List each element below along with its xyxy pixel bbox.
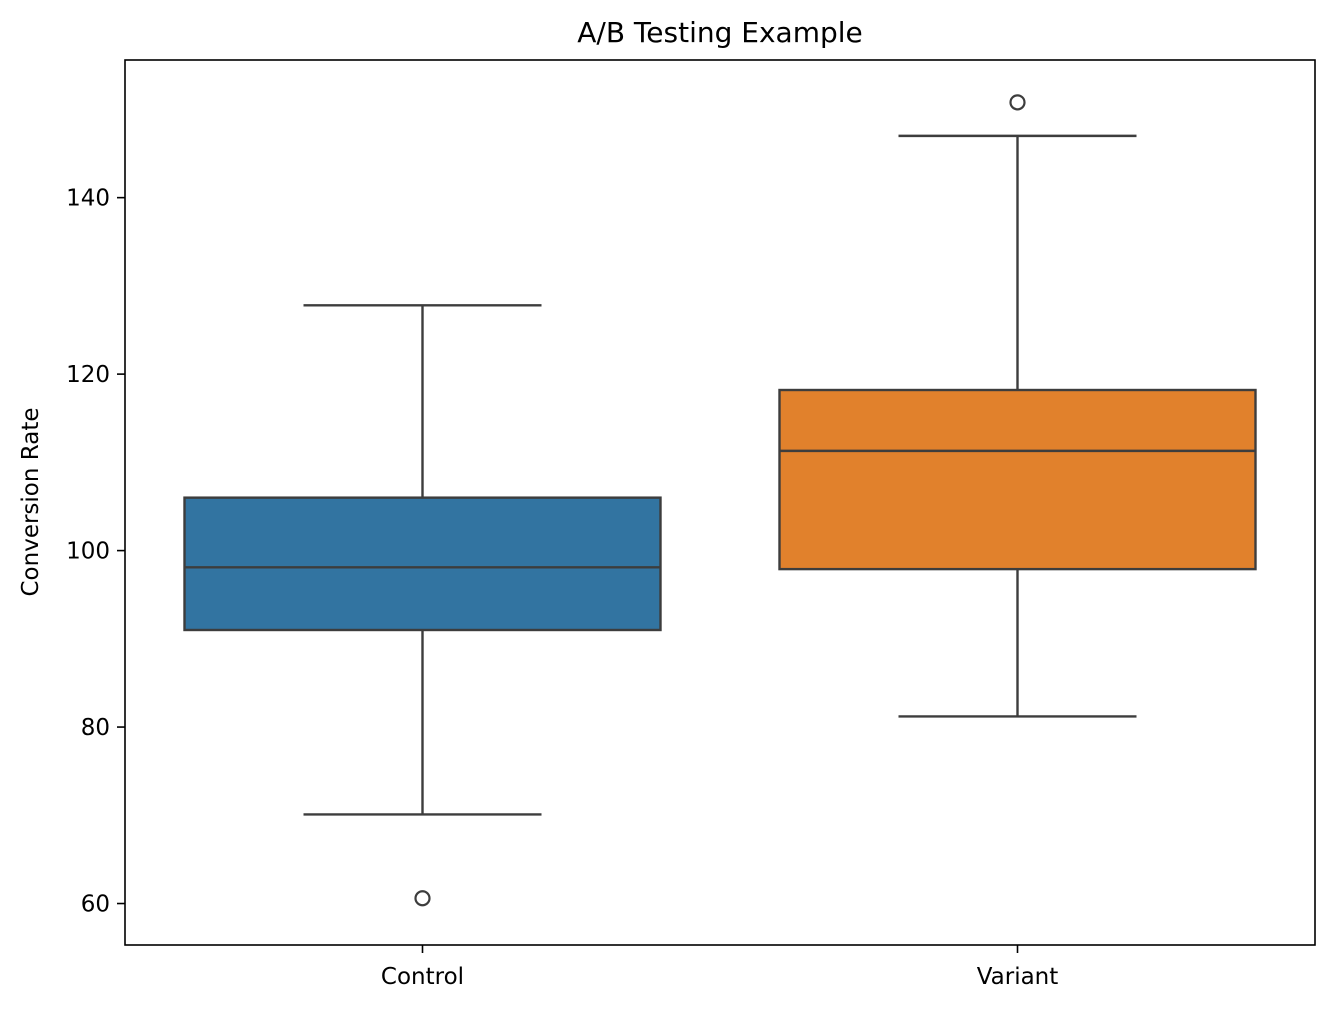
y-tick-label: 140 — [66, 186, 110, 212]
x-tick-label: Control — [381, 964, 464, 990]
y-tick-label: 60 — [81, 892, 110, 918]
y-axis-title: Conversion Rate — [18, 408, 44, 597]
plot-area — [124, 59, 1316, 946]
iqr-box — [183, 496, 662, 632]
iqr-box — [778, 388, 1257, 571]
x-tick-label: Variant — [977, 964, 1059, 990]
y-axis: 60 80 100 120 140 — [66, 186, 125, 918]
box-group-variant — [778, 94, 1257, 718]
chart-title: A/B Testing Example — [577, 16, 863, 49]
plot-frame — [124, 59, 1316, 946]
y-tick-label: 100 — [66, 539, 110, 565]
y-tick-label: 80 — [81, 715, 110, 741]
outlier-point — [414, 890, 431, 907]
x-axis: Control Variant — [381, 945, 1058, 990]
y-tick-label: 120 — [66, 362, 110, 388]
boxes-layer — [183, 94, 1257, 907]
box-group-control — [183, 304, 662, 907]
outlier-point — [1009, 94, 1026, 111]
